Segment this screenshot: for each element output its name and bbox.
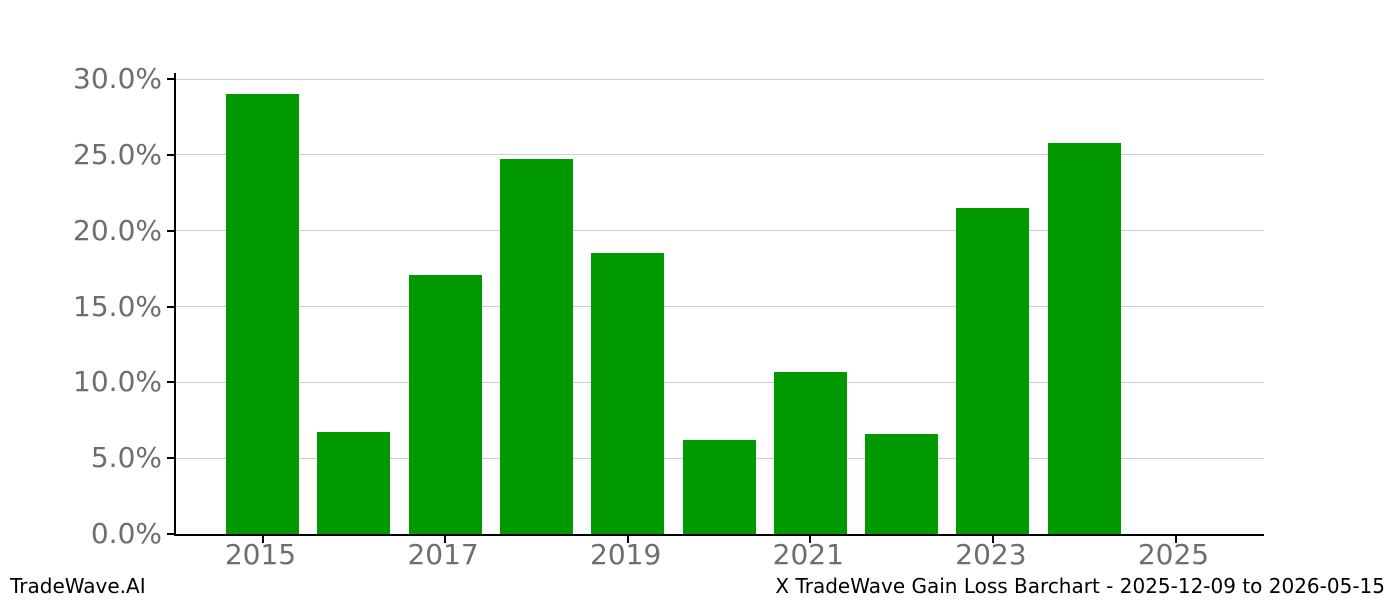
y-axis-label-15.0%: 15.0% bbox=[73, 289, 162, 323]
x-axis-label-2023: 2023 bbox=[955, 538, 1027, 571]
x-axis-label-2025: 2025 bbox=[1137, 538, 1210, 571]
bar-2024 bbox=[1047, 142, 1121, 534]
x-tick-mark bbox=[261, 536, 264, 543]
footer-brand: TradeWave.AI bbox=[10, 574, 146, 598]
bar-2018 bbox=[499, 159, 573, 534]
bar-2019 bbox=[591, 253, 665, 534]
x-axis-label-2015: 2015 bbox=[224, 538, 297, 571]
x-tick-mark bbox=[626, 536, 629, 543]
gridline-25 bbox=[176, 154, 1264, 156]
y-axis-label-30.0%: 30.0% bbox=[73, 62, 162, 96]
gridline-10 bbox=[176, 381, 1264, 383]
chart-title: X TradeWave Gain Loss Barchart - 2025-12… bbox=[775, 574, 1385, 598]
x-axis-label-2017: 2017 bbox=[407, 538, 479, 571]
y-tick-mark bbox=[167, 153, 174, 156]
gridline-30 bbox=[176, 78, 1264, 80]
y-axis-label-20.0%: 20.0% bbox=[73, 213, 162, 247]
x-axis-label-2019: 2019 bbox=[590, 538, 662, 571]
y-tick-mark bbox=[167, 305, 174, 308]
y-axis-label-10.0%: 10.0% bbox=[73, 365, 162, 399]
bar-2023 bbox=[956, 207, 1030, 534]
bar-2021 bbox=[773, 371, 847, 534]
bar-2020 bbox=[682, 439, 756, 534]
bar-2017 bbox=[408, 274, 482, 534]
plot-area bbox=[167, 73, 1264, 543]
y-tick-mark bbox=[167, 78, 174, 81]
gridline-15 bbox=[176, 306, 1264, 308]
y-axis-label-25.0%: 25.0% bbox=[73, 137, 162, 171]
x-tick-mark bbox=[444, 536, 447, 543]
x-tick-mark bbox=[809, 536, 812, 543]
bar-2015 bbox=[226, 94, 299, 534]
gridline-20 bbox=[176, 230, 1264, 232]
x-axis-label-2021: 2021 bbox=[772, 538, 844, 571]
y-tick-mark bbox=[167, 533, 174, 535]
bar-2022 bbox=[865, 433, 939, 534]
x-tick-mark bbox=[991, 536, 994, 543]
y-tick-mark bbox=[167, 381, 174, 384]
y-axis-label-0.0%: 0.0% bbox=[90, 517, 162, 550]
y-axis-label-5.0%: 5.0% bbox=[90, 441, 162, 475]
x-tick-mark bbox=[1174, 536, 1177, 543]
y-tick-mark bbox=[167, 457, 174, 460]
bar-2016 bbox=[317, 432, 391, 534]
y-tick-mark bbox=[167, 229, 174, 232]
